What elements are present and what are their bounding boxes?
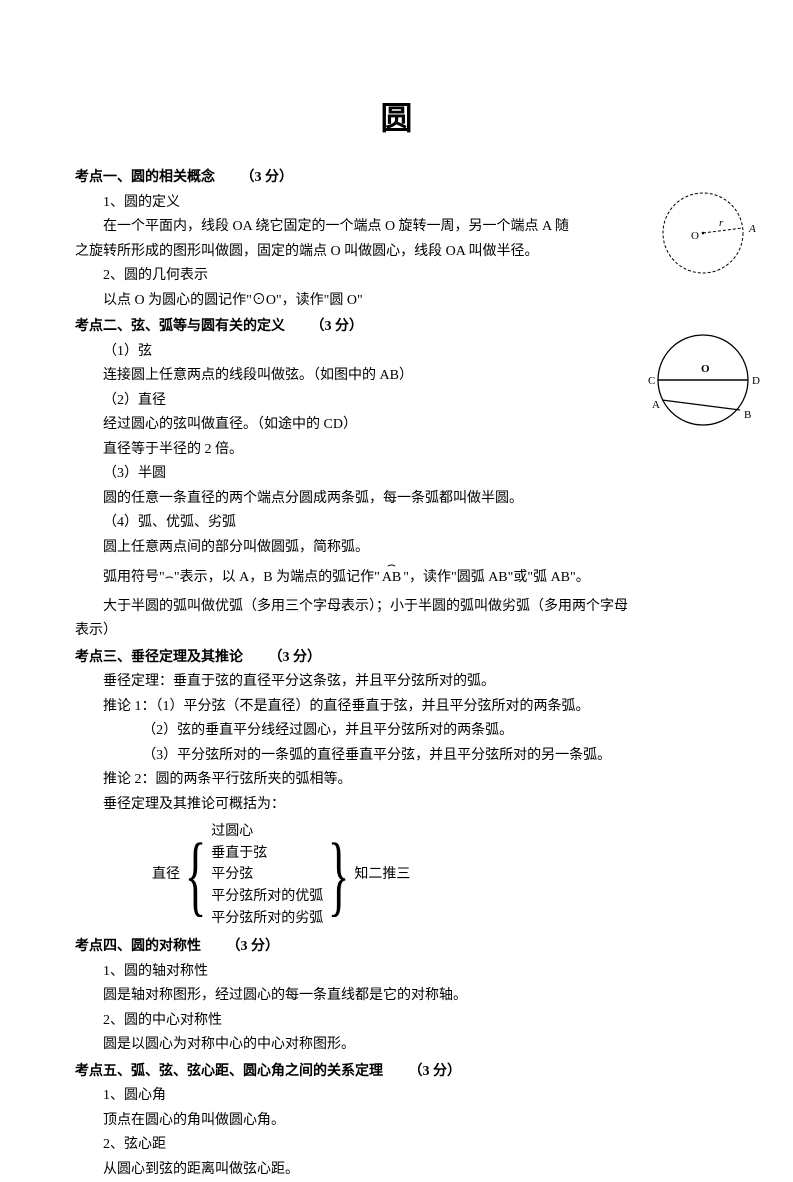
- label-D: D: [752, 375, 760, 387]
- s2-p6: 大于半圆的弧叫做优弧（多用三个字母表示）；小于半圆的弧叫做劣弧（多用两个字母: [103, 595, 718, 620]
- s4-p1: 圆是轴对称图形，经过圆心的每一条直线都是它的对称轴。: [103, 984, 718, 1009]
- s3-heading: 考点三、垂径定理及其推论: [75, 648, 243, 664]
- label-A2: A: [652, 399, 660, 411]
- figure-circle-cd-ab: O C D A B: [648, 332, 763, 442]
- page: 圆 考点一、圆的相关概念 （3 分） 1、圆的定义 在一个平面内，线段 OA 绕…: [0, 0, 793, 1122]
- page-title: 圆: [75, 90, 718, 146]
- label-A: A: [748, 223, 756, 235]
- label-C: C: [648, 375, 655, 387]
- s2-p6b: 表示）: [75, 619, 718, 644]
- s2-p3: 圆的任意一条直径的两个端点分圆成两条弧，每一条弧都叫做半圆。: [103, 487, 718, 512]
- bracket-item: 平分弦所对的劣弧: [211, 908, 323, 930]
- s4-i1: 1、圆的轴对称性: [103, 960, 718, 985]
- s2-p5-line: 弧用符号"⌢"表示，以 A，B 为端点的弧记作"AB"，读作"圆弧 AB"或"弧…: [103, 566, 718, 591]
- label-O2: O: [701, 363, 710, 375]
- s2-p2: 经过圆心的弦叫做直径。（如途中的 CD）: [103, 413, 718, 438]
- s5-points: （3 分）: [409, 1064, 462, 1079]
- s2-points: （3 分）: [311, 319, 364, 334]
- section-1: 考点一、圆的相关概念 （3 分）: [75, 164, 718, 191]
- bracket-item: 垂直于弦: [211, 843, 323, 865]
- s1-p1a: 在一个平面内，线段 OA 绕它固定的一个端点 O 旋转一周，另一个端点 A 随: [103, 215, 718, 240]
- section-5: 考点五、弧、弦、弦心距、圆心角之间的关系定理 （3 分）: [75, 1058, 718, 1085]
- s3-p3: （2）弦的垂直平分线经过圆心，并且平分弦所对的两条弧。: [142, 719, 718, 744]
- label-r: r: [719, 217, 724, 229]
- s4-p2: 圆是以圆心为对称中心的中心对称图形。: [103, 1033, 718, 1058]
- s1-p2: 以点 O 为圆心的圆记作"⊙O"，读作"圆 O": [103, 289, 718, 314]
- s2-i2: （2）直径: [103, 389, 718, 414]
- s2-p5b: "，读作"圆弧 AB"或"弧 AB"。: [403, 570, 589, 585]
- bracket-diagram: 直径 { 过圆心 垂直于弦 平分弦 平分弦所对的优弧 平分弦所对的劣弧 } 知二…: [152, 821, 718, 929]
- bracket-left-label: 直径: [152, 821, 182, 929]
- s2-i3: （3）半圆: [103, 462, 718, 487]
- bracket-right-label: 知二推三: [352, 821, 410, 929]
- bracket-item: 平分弦所对的优弧: [211, 886, 323, 908]
- left-brace-icon: {: [185, 821, 207, 929]
- s3-p1: 垂径定理：垂直于弦的直径平分这条弦，并且平分弦所对的弧。: [103, 670, 718, 695]
- section-2: 考点二、弦、弧等与圆有关的定义 （3 分）: [75, 313, 718, 340]
- s3-p6: 垂径定理及其推论可概括为：: [103, 793, 718, 818]
- label-B: B: [744, 409, 751, 421]
- bracket-items: 过圆心 垂直于弦 平分弦 平分弦所对的优弧 平分弦所对的劣弧: [209, 821, 325, 929]
- s2-p4: 圆上任意两点间的部分叫做圆弧，简称弧。: [103, 536, 718, 561]
- s5-heading: 考点五、弧、弦、弦心距、圆心角之间的关系定理: [75, 1062, 383, 1078]
- s5-p1: 顶点在圆心的角叫做圆心角。: [103, 1109, 718, 1134]
- s3-points: （3 分）: [269, 650, 322, 665]
- s1-item1: 1、圆的定义: [103, 191, 718, 216]
- s4-i2: 2、圆的中心对称性: [103, 1009, 718, 1034]
- s1-heading: 考点一、圆的相关概念: [75, 168, 215, 184]
- s1-p1b: 之旋转所形成的图形叫做圆，固定的端点 O 叫做圆心，线段 OA 叫做半径。: [75, 240, 718, 265]
- section-3: 考点三、垂径定理及其推论 （3 分）: [75, 644, 718, 671]
- s2-i1: （1）弦: [103, 340, 718, 365]
- s2-p2b: 直径等于半径的 2 倍。: [103, 438, 718, 463]
- arc-ab-icon: AB: [380, 566, 403, 591]
- s2-p5a: 弧用符号"⌢"表示，以 A，B 为端点的弧记作": [103, 570, 380, 585]
- s5-p2: 从圆心到弦的距离叫做弦心距。: [103, 1158, 718, 1182]
- s3-p4: （3）平分弦所对的一条弧的直径垂直平分弦，并且平分弦所对的另一条弧。: [142, 744, 718, 769]
- section-4: 考点四、圆的对称性 （3 分）: [75, 933, 718, 960]
- s4-heading: 考点四、圆的对称性: [75, 937, 201, 953]
- s5-i1: 1、圆心角: [103, 1084, 718, 1109]
- s3-p5: 推论 2：圆的两条平行弦所夹的弧相等。: [103, 768, 718, 793]
- s2-p1: 连接圆上任意两点的线段叫做弦。（如图中的 AB）: [103, 364, 718, 389]
- s1-item2: 2、圆的几何表示: [103, 264, 718, 289]
- bracket-item: 过圆心: [211, 821, 323, 843]
- bracket-item: 平分弦: [211, 864, 323, 886]
- s5-i2: 2、弦心距: [103, 1133, 718, 1158]
- s2-heading: 考点二、弦、弧等与圆有关的定义: [75, 317, 285, 333]
- s2-i4: （4）弧、优弧、劣弧: [103, 511, 718, 536]
- right-brace-icon: }: [328, 821, 350, 929]
- s1-points: （3 分）: [241, 170, 294, 185]
- s3-p2: 推论 1：（1）平分弦（不是直径）的直径垂直于弦，并且平分弦所对的两条弧。: [103, 695, 718, 720]
- s4-points: （3 分）: [227, 939, 280, 954]
- figure-circle-oa: O r A: [655, 188, 765, 278]
- label-O: O: [691, 230, 699, 242]
